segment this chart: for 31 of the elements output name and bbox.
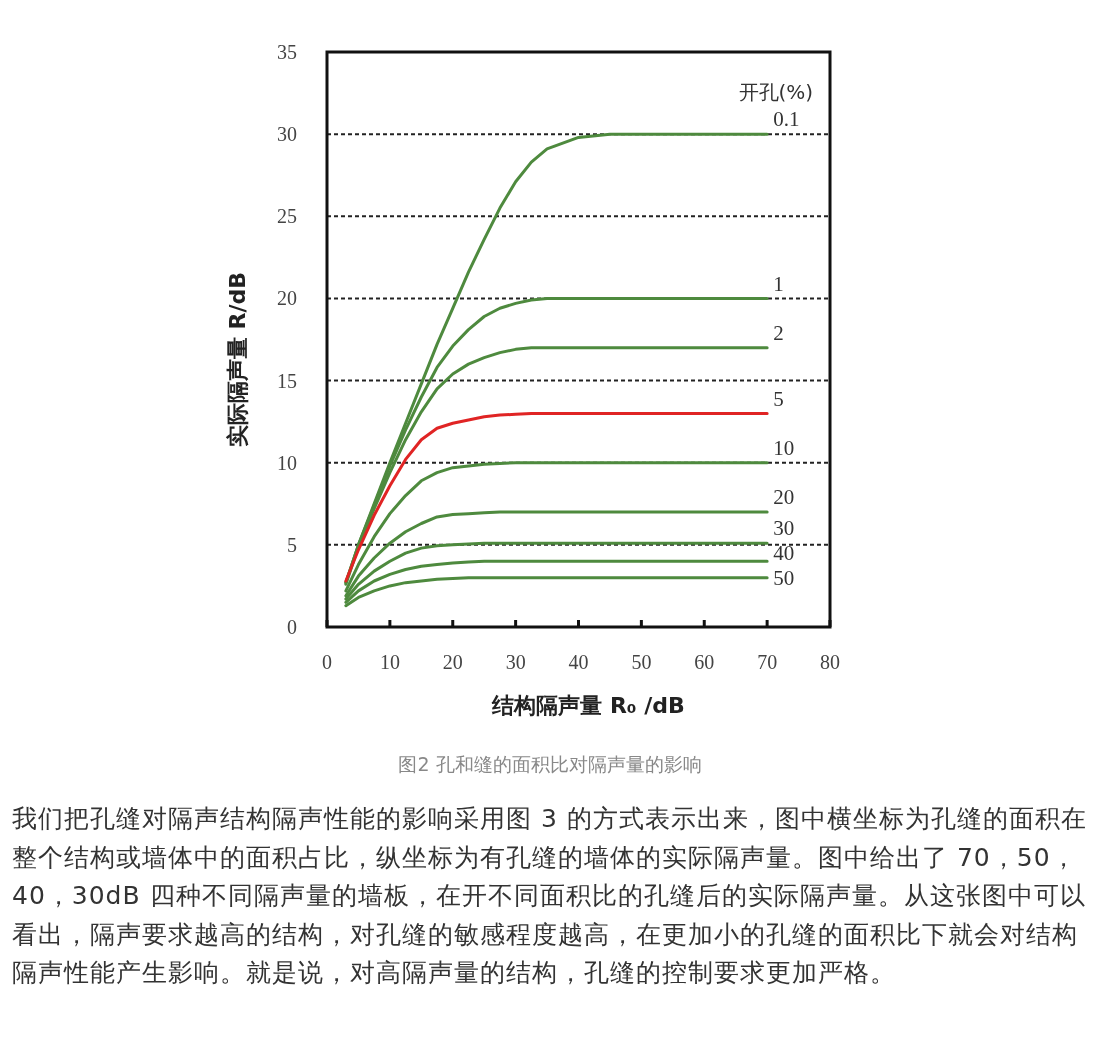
series-label: 30 xyxy=(773,516,795,541)
x-tick-label: 70 xyxy=(757,651,778,673)
x-axis-title: 结构隔声量 R₀ /dB xyxy=(491,693,685,718)
series-label: 1 xyxy=(773,271,784,296)
x-tick-label: 20 xyxy=(442,651,463,673)
x-tick-label: 40 xyxy=(568,651,589,673)
series-label: 2 xyxy=(773,320,784,345)
y-tick-label: 10 xyxy=(277,451,297,474)
y-tick-label: 0 xyxy=(287,616,297,638)
series-label: 0.1 xyxy=(773,107,800,132)
y-tick-label: 35 xyxy=(277,41,297,63)
series-label: 10 xyxy=(773,435,795,460)
y-tick-label: 5 xyxy=(287,533,297,556)
x-tick-label: 50 xyxy=(631,651,652,673)
x-tick-label: 60 xyxy=(694,651,715,673)
y-axis-title: 实际隔声量 R/dB xyxy=(225,271,250,448)
legend-title: 开孔(%) xyxy=(738,80,814,105)
y-tick-label: 15 xyxy=(277,369,297,392)
y-tick-label: 20 xyxy=(277,287,297,310)
caption: 图2 孔和缝的面积比对隔声量的影响 xyxy=(397,752,703,777)
series-label: 40 xyxy=(773,541,795,566)
y-tick-label: 30 xyxy=(277,123,297,146)
text: 我们把孔缝对隔声结构隔声性能的影响采用图 3 的方式表示出来，图中横坐标为孔缝的面积在整个结构或墙体中的面积占比，纵坐标为有孔缝的墙体的实际隔声量。图中给出了 70，50，40，30dB 四种不同隔声量的墙板，在开不同面积比的孔缝后的实际隔声量。从这张图中可以看出，隔声要求越高的结构，对孔缝的敏感程度越高，在更加小的孔缝的面积比下就会对结构隔声性能产生影响。就是说，对高隔声量的结构，孔缝的控制要求更加严格。 xyxy=(12,803,1088,989)
x-tick-label: 10 xyxy=(379,651,400,673)
x-tick-label: 30 xyxy=(505,651,526,673)
x-tick-label: 80 xyxy=(820,651,840,673)
series-label: 20 xyxy=(773,485,795,510)
series-label: 5 xyxy=(773,386,784,411)
x-tick-label: 0 xyxy=(322,651,332,673)
y-tick-label: 25 xyxy=(277,205,297,228)
series-label: 50 xyxy=(773,565,795,590)
